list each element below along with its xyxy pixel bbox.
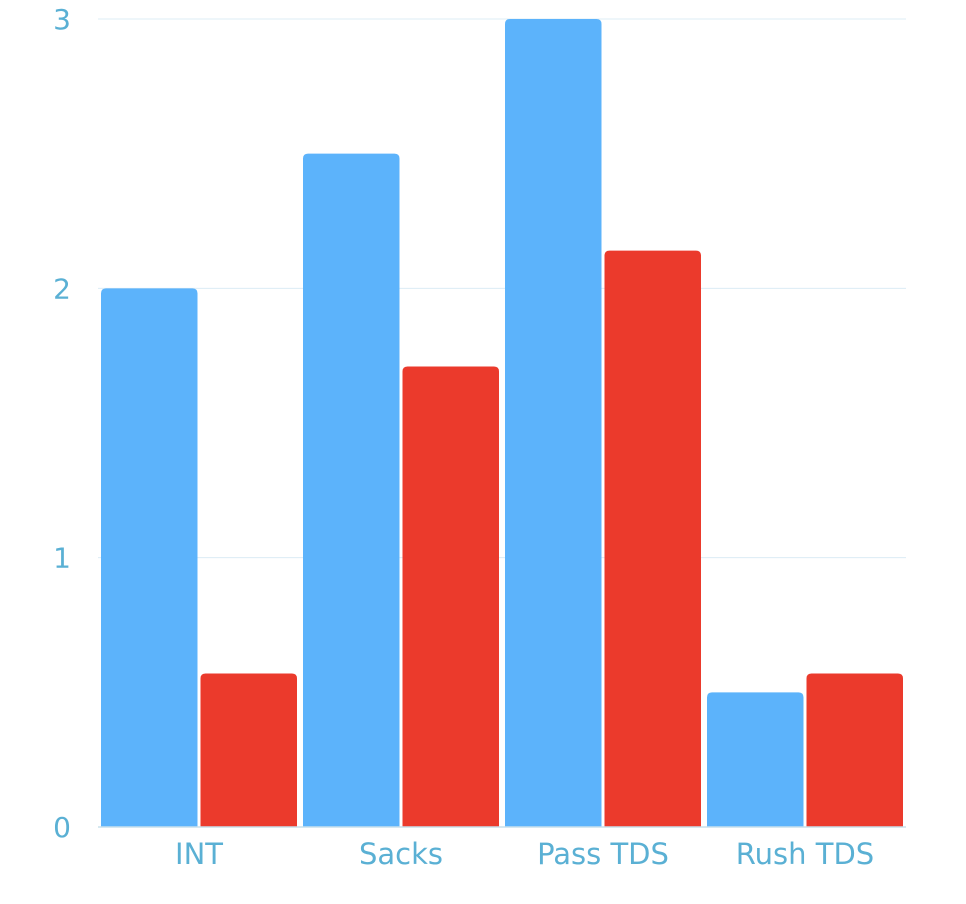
y-tick-label-0: 0 — [53, 811, 71, 844]
bar-series1-int — [101, 288, 198, 827]
y-tick-label-2: 2 — [53, 272, 71, 305]
x-tick-label-int: INT — [175, 837, 223, 871]
bar-series2-int — [200, 673, 297, 827]
bar-series2-sacks — [402, 366, 499, 827]
bar-series1-pass-tds — [505, 19, 602, 827]
bar-series1-sacks — [303, 153, 400, 827]
y-tick-label-3: 3 — [53, 3, 71, 36]
y-tick-label-1: 1 — [53, 542, 71, 575]
x-tick-label-pass-tds: Pass TDS — [537, 837, 669, 871]
bars — [101, 19, 903, 828]
gridlines — [98, 18, 906, 559]
bar-series2-pass-tds — [604, 250, 701, 828]
x-tick-label-rush-tds: Rush TDS — [736, 837, 874, 871]
bar-series2-rush-tds — [806, 673, 903, 827]
x-tick-label-sacks: Sacks — [359, 837, 443, 871]
axes: 0 1 2 3 INT Sacks Pass TDS Rush TDS — [53, 3, 906, 871]
bar-series1-rush-tds — [707, 692, 804, 827]
